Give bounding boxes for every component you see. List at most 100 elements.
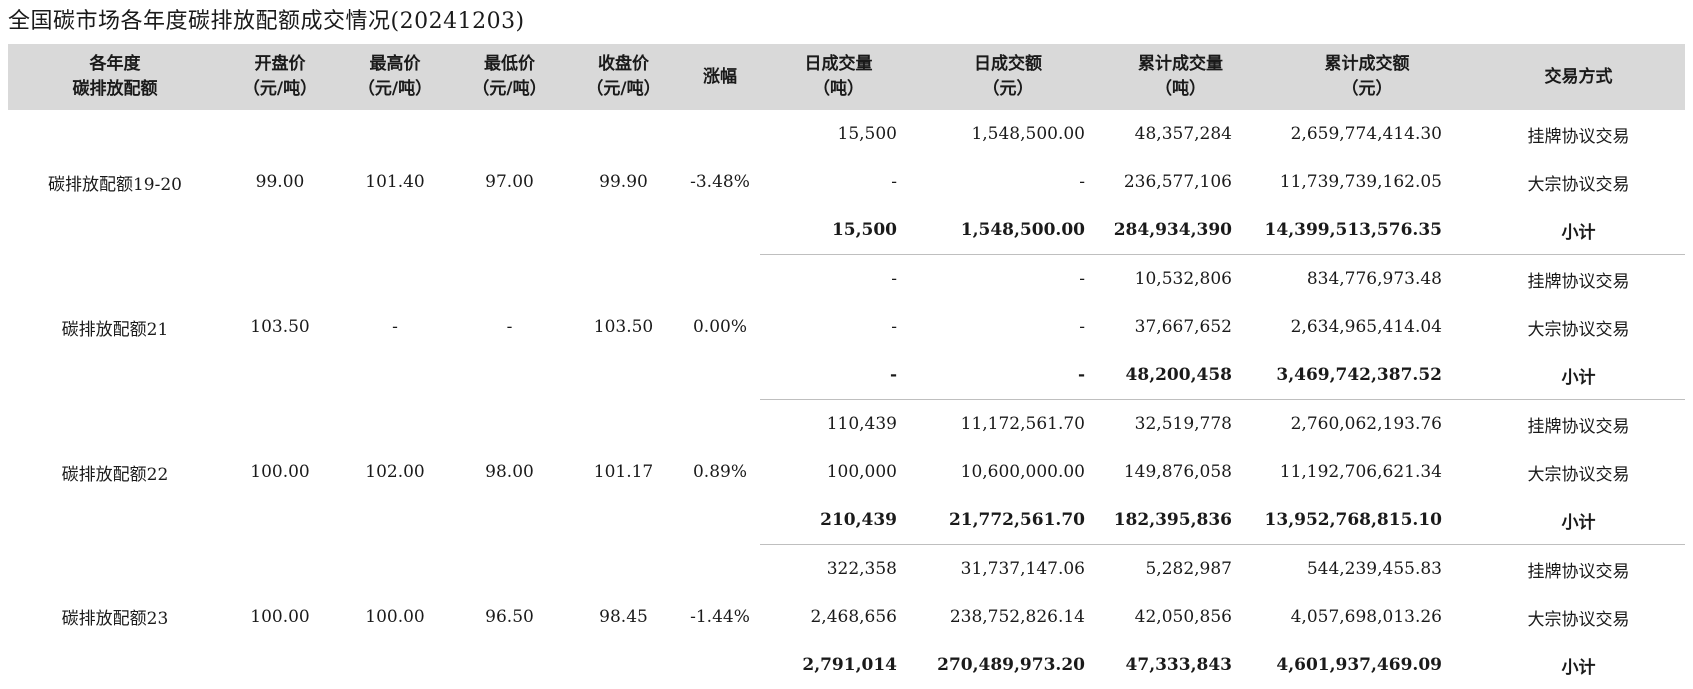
cum-volume: 47,333,843 [1099,641,1262,689]
col-header-close-price: 收盘价（元/吨） [567,44,680,110]
table-row: 碳排放配额21 103.50 - - 103.50 0.00% - - 10,5… [8,255,1685,304]
cum-volume: 37,667,652 [1099,303,1262,351]
group-21: 碳排放配额21 103.50 - - 103.50 0.00% - - 10,5… [8,255,1685,400]
daily-volume: 100,000 [760,448,917,496]
high-price: 100.00 [338,545,452,689]
cum-volume: 5,282,987 [1099,545,1262,594]
trade-method: 大宗协议交易 [1472,593,1685,641]
trade-method: 挂牌协议交易 [1472,110,1685,158]
daily-amount: 270,489,973.20 [917,641,1099,689]
low-price: 97.00 [452,110,567,255]
high-price: 102.00 [338,400,452,545]
cum-volume: 42,050,856 [1099,593,1262,641]
cum-amount: 11,192,706,621.34 [1262,448,1472,496]
daily-amount: - [917,351,1099,400]
cum-volume: 182,395,836 [1099,496,1262,545]
cum-amount: 3,469,742,387.52 [1262,351,1472,400]
close-price: 98.45 [567,545,680,689]
daily-volume: 2,468,656 [760,593,917,641]
cum-volume: 48,357,284 [1099,110,1262,158]
high-price: - [338,255,452,400]
open-price: 100.00 [222,400,338,545]
trade-method: 小计 [1472,206,1685,255]
daily-amount: - [917,303,1099,351]
allowance-name: 碳排放配额23 [8,545,222,689]
group-22: 碳排放配额22 100.00 102.00 98.00 101.17 0.89%… [8,400,1685,545]
change-pct: -1.44% [680,545,760,689]
cum-amount: 14,399,513,576.35 [1262,206,1472,255]
daily-amount: 11,172,561.70 [917,400,1099,449]
daily-volume: 322,358 [760,545,917,594]
cum-amount: 2,634,965,414.04 [1262,303,1472,351]
trade-method: 小计 [1472,641,1685,689]
open-price: 103.50 [222,255,338,400]
trade-method: 小计 [1472,496,1685,545]
daily-volume: - [760,303,917,351]
trade-method: 挂牌协议交易 [1472,400,1685,449]
col-header-high-price: 最高价（元/吨） [338,44,452,110]
daily-volume: - [760,158,917,206]
trade-method: 挂牌协议交易 [1472,545,1685,594]
group-23: 碳排放配额23 100.00 100.00 96.50 98.45 -1.44%… [8,545,1685,689]
col-header-allowance: 各年度碳排放配额 [8,44,222,110]
cum-volume: 284,934,390 [1099,206,1262,255]
daily-amount: 1,548,500.00 [917,110,1099,158]
carbon-trading-table: 各年度碳排放配额 开盘价（元/吨） 最高价（元/吨） 最低价（元/吨） 收盘价（… [8,44,1685,689]
cum-amount: 13,952,768,815.10 [1262,496,1472,545]
cum-volume: 149,876,058 [1099,448,1262,496]
cum-amount: 2,760,062,193.76 [1262,400,1472,449]
table-row: 碳排放配额19-20 99.00 101.40 97.00 99.90 -3.4… [8,110,1685,158]
daily-amount: 10,600,000.00 [917,448,1099,496]
col-header-daily-amount: 日成交额（元） [917,44,1099,110]
cum-amount: 4,057,698,013.26 [1262,593,1472,641]
daily-amount: 21,772,561.70 [917,496,1099,545]
table-row: 碳排放配额22 100.00 102.00 98.00 101.17 0.89%… [8,400,1685,449]
col-header-change: 涨幅 [680,44,760,110]
cum-amount: 834,776,973.48 [1262,255,1472,304]
daily-amount: 31,737,147.06 [917,545,1099,594]
cum-amount: 544,239,455.83 [1262,545,1472,594]
daily-amount: 238,752,826.14 [917,593,1099,641]
daily-volume: 15,500 [760,110,917,158]
allowance-name: 碳排放配额22 [8,400,222,545]
daily-amount: - [917,158,1099,206]
close-price: 101.17 [567,400,680,545]
header-row: 各年度碳排放配额 开盘价（元/吨） 最高价（元/吨） 最低价（元/吨） 收盘价（… [8,44,1685,110]
trade-method: 大宗协议交易 [1472,158,1685,206]
daily-volume: - [760,255,917,304]
close-price: 103.50 [567,255,680,400]
trade-method: 大宗协议交易 [1472,303,1685,351]
close-price: 99.90 [567,110,680,255]
page-title: 全国碳市场各年度碳排放配额成交情况(20241203) [8,4,525,40]
col-header-cum-volume: 累计成交量（吨） [1099,44,1262,110]
cum-amount: 4,601,937,469.09 [1262,641,1472,689]
daily-volume: 210,439 [760,496,917,545]
low-price: 96.50 [452,545,567,689]
group-19-20: 碳排放配额19-20 99.00 101.40 97.00 99.90 -3.4… [8,110,1685,255]
low-price: 98.00 [452,400,567,545]
trade-method: 小计 [1472,351,1685,400]
daily-volume: 15,500 [760,206,917,255]
daily-volume: - [760,351,917,400]
change-pct: 0.89% [680,400,760,545]
trade-method: 大宗协议交易 [1472,448,1685,496]
cum-amount: 11,739,739,162.05 [1262,158,1472,206]
trade-method: 挂牌协议交易 [1472,255,1685,304]
col-header-low-price: 最低价（元/吨） [452,44,567,110]
cum-volume: 48,200,458 [1099,351,1262,400]
daily-amount: 1,548,500.00 [917,206,1099,255]
allowance-name: 碳排放配额21 [8,255,222,400]
low-price: - [452,255,567,400]
cum-volume: 10,532,806 [1099,255,1262,304]
col-header-cum-amount: 累计成交额（元） [1262,44,1472,110]
daily-volume: 110,439 [760,400,917,449]
daily-amount: - [917,255,1099,304]
open-price: 100.00 [222,545,338,689]
open-price: 99.00 [222,110,338,255]
change-pct: 0.00% [680,255,760,400]
cum-volume: 236,577,106 [1099,158,1262,206]
cum-amount: 2,659,774,414.30 [1262,110,1472,158]
cum-volume: 32,519,778 [1099,400,1262,449]
change-pct: -3.48% [680,110,760,255]
allowance-name: 碳排放配额19-20 [8,110,222,255]
